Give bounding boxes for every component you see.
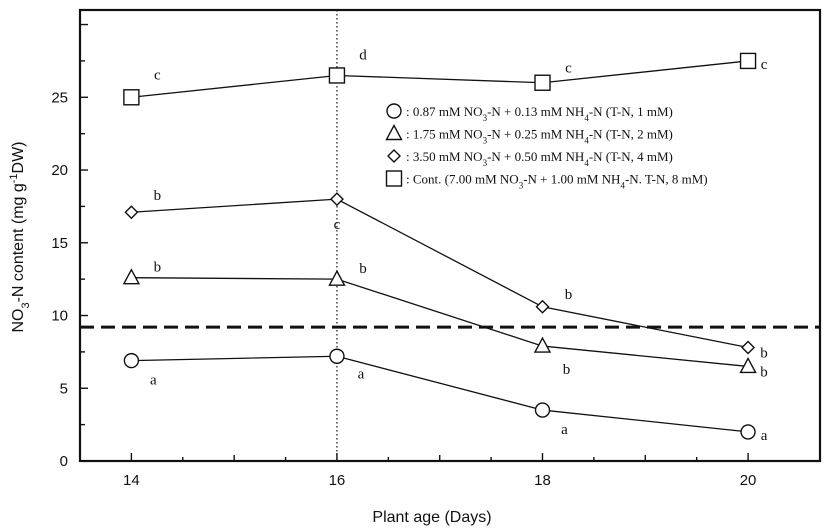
legend-subscript: 3 [483,158,488,168]
significance-letter: b [563,362,571,378]
y-tick-label: 10 [51,308,68,325]
plot-frame [78,8,822,463]
diamond-marker [741,340,756,355]
significance-letter: c [334,217,341,233]
diamond-marker [329,192,344,207]
triangle-marker [533,336,552,353]
y-axis-title-main: NO [10,309,27,333]
significance-letter: a [150,373,157,389]
legend-text-part: -N. T-N, 8 mM) [625,172,708,187]
y-tick-label: 25 [51,89,68,106]
significance-letter: b [359,261,367,277]
legend-separator: : [406,127,413,142]
x-tick-label: 16 [329,472,346,489]
series-layer [122,52,757,440]
y-axis-title-rest: -N content (mg g [10,183,27,302]
significance-letter: c [565,61,572,77]
legend-text-part: -N (T-N, 1 mM) [589,104,673,119]
legend-subscript: 4 [584,136,589,146]
square-marker [385,170,403,187]
axes-layer: 14 16 18 20 0 5 10 15 20 25 [51,8,822,489]
circle-marker [386,103,402,119]
significance-letter: a [761,428,768,444]
significance-letter: a [561,422,568,438]
significance-letter: b [154,188,162,204]
legend-entry-1mM: : 0.87 mM NO3-N + 0.13 mM NH4-N (T-N, 1 … [406,104,673,123]
diamond-marker [535,299,550,314]
legend-entry-2mM: : 1.75 mM NO3-N + 0.25 mM NH4-N (T-N, 2 … [406,127,673,146]
circle-marker [123,352,140,369]
series-line-4mM [131,198,749,349]
legend-text-part: 3.50 mM NO [413,149,483,164]
legend-separator: : [406,104,413,119]
y-tick-label: 20 [51,162,68,179]
series-line-8mM [131,60,749,98]
legend-subscript: 3 [483,113,488,123]
circle-marker [534,402,551,418]
legend-separator: : [406,149,413,164]
square-marker [534,74,551,91]
legend-subscript: 4 [584,113,589,123]
legend-subscript: 3 [519,181,524,191]
legend-text-part: -N + 0.13 mM NH [487,104,584,119]
significance-letter: a [358,366,365,382]
square-marker [328,67,346,84]
x-tick-label: 18 [534,472,551,489]
significance-letter: c [154,67,161,83]
legend-text-part: 1.75 mM NO [413,127,483,142]
triangle-marker [385,124,403,141]
series-line-1mM [131,355,749,433]
legend-subscript: 4 [620,181,625,191]
legend-subscript: 3 [483,136,488,146]
reference-lines [80,10,820,461]
y-tick-label: 0 [60,453,68,470]
legend-text-part: -N (T-N, 2 mM) [589,127,673,142]
significance-letter: b [565,287,573,303]
triangle-marker [739,356,757,374]
circle-marker [740,424,756,440]
x-axis-title: Plant age (Days) [372,509,491,526]
legend-text-part: 0.87 mM NO [413,104,483,119]
legend-subscript: 4 [584,158,589,168]
legend-text-part: Cont. (7.00 mM NO [413,172,519,187]
y-axis-title: NO3-N content (mg g-1DW) [8,141,32,332]
y-axis-title-sup: -1 [8,173,20,183]
significance-letter: d [359,47,367,63]
triangle-marker [122,268,141,285]
diamond-marker [387,149,401,163]
triangle-marker [328,269,346,286]
x-tick-label: 20 [740,472,757,489]
legend-entry-4mM: : 3.50 mM NO3-N + 0.50 mM NH4-N (T-N, 4 … [406,149,673,168]
circle-marker [329,348,345,364]
y-axis-title-sub: 3 [20,302,32,308]
series-line-2mM [131,277,749,368]
x-tick-label: 14 [123,472,140,489]
square-marker [123,89,140,106]
legend-text-part: -N + 0.50 mM NH [487,149,584,164]
legend-text-part: -N (T-N, 4 mM) [589,149,673,164]
significance-letter: b [154,260,162,276]
legend-separator: : [406,172,413,187]
square-marker [739,52,757,70]
legend-entry-8mM: : Cont. (7.00 mM NO3-N + 1.00 mM NH4-N. … [406,172,708,191]
legend-text-part: -N + 1.00 mM NH [523,172,620,187]
legend: : 0.87 mM NO3-N + 0.13 mM NH4-N (T-N, 1 … [385,103,708,191]
y-axis-title-end: DW) [10,141,27,173]
y-tick-label: 15 [51,235,68,252]
diamond-marker [124,205,139,220]
significance-letter: c [761,57,768,73]
significance-letter: b [760,364,768,380]
y-tick-label: 5 [60,380,68,397]
legend-text-part: -N + 0.25 mM NH [487,127,584,142]
significance-letter: b [760,346,768,362]
